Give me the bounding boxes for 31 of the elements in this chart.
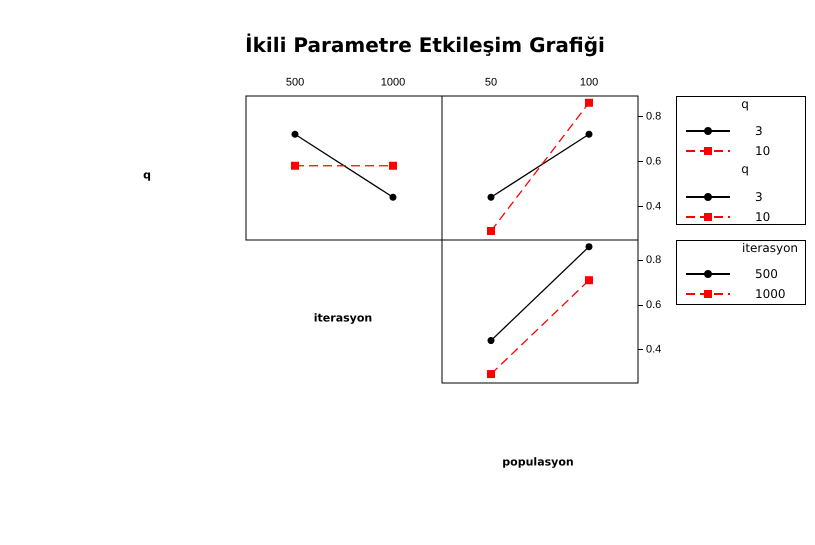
x-tick-label: 100 [580, 76, 598, 88]
y-tick-label: 0.8 [646, 110, 662, 122]
y-axis-title: q [143, 168, 151, 182]
legend-label: 500 [755, 267, 778, 281]
legend-title: q [741, 162, 749, 176]
point [586, 130, 592, 138]
chart-title: İkili Parametre Etkileşim Grafiği [245, 33, 605, 57]
point [487, 227, 495, 235]
legend-label: 10 [755, 144, 770, 158]
x-axis-title: iterasyon [314, 312, 372, 324]
point [488, 337, 494, 344]
x-tick-label: 500 [286, 76, 304, 88]
y-tick-label: 0.6 [646, 155, 662, 168]
point [488, 194, 494, 201]
y-tick-label: 0.6 [646, 298, 662, 311]
x-tick-label: 50 [484, 76, 498, 88]
y-tick-label: 0.8 [646, 254, 662, 266]
legend-label: 1000 [755, 287, 786, 301]
point [586, 243, 592, 250]
legend-label: 3 [755, 190, 763, 204]
point [585, 276, 593, 284]
point [487, 370, 495, 378]
y-tick-label: 0.4 [646, 343, 662, 356]
legend-label: 3 [755, 124, 763, 138]
point [585, 98, 593, 107]
legend-title: q [741, 97, 749, 111]
x-tick-label: 1000 [380, 76, 406, 88]
legend-label: 10 [755, 210, 770, 224]
y-tick-label: 0.4 [646, 200, 662, 212]
legend-title: iterasyon [742, 241, 798, 255]
x-axis-title: populasyon [502, 456, 574, 468]
